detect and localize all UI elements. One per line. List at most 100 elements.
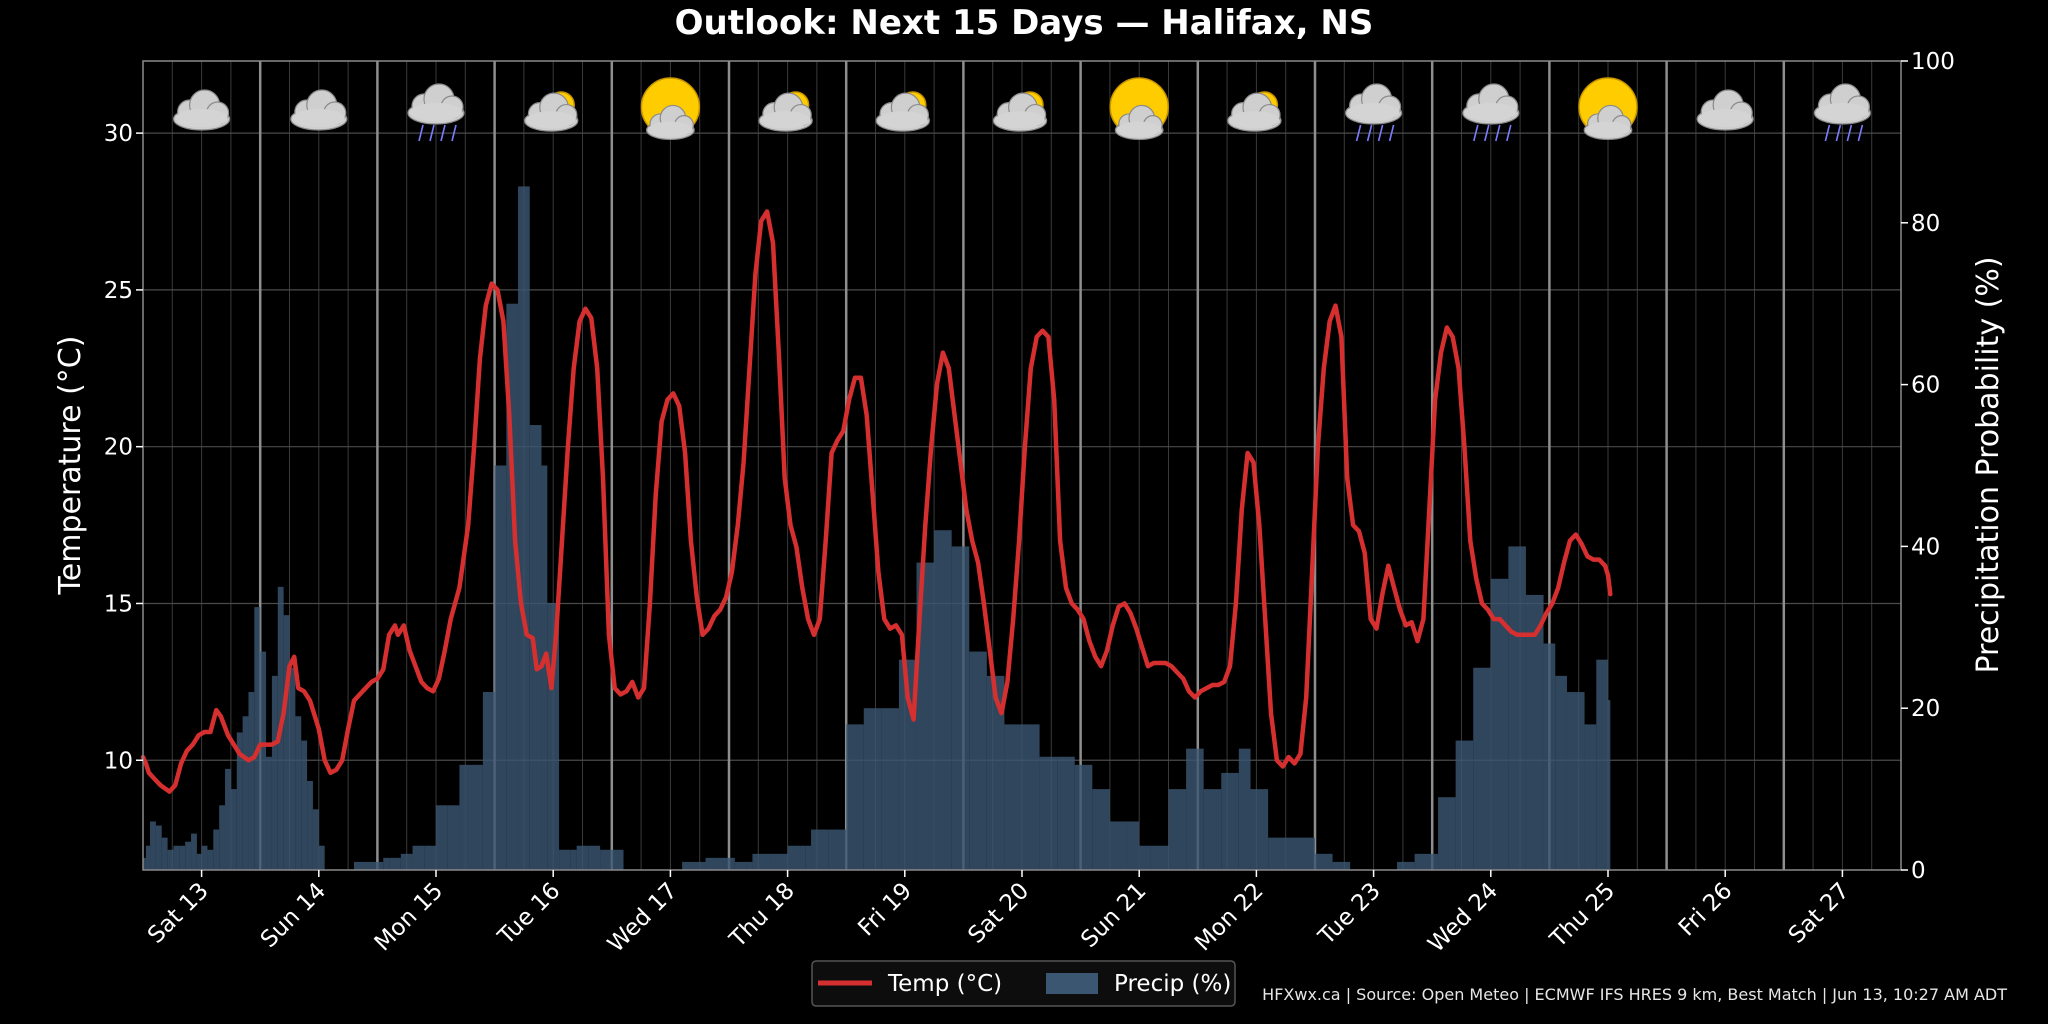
precip-bar — [934, 530, 952, 870]
legend-swatch-precip — [1046, 973, 1098, 994]
weather-icons — [173, 77, 1872, 142]
precip-bar — [1473, 667, 1491, 870]
precip-bar — [547, 603, 560, 870]
precip-bar — [312, 809, 319, 870]
precip-bar — [424, 845, 436, 870]
precip-bar — [1490, 578, 1509, 870]
temp-line-group — [140, 209, 1613, 794]
partly-cloudy-icon — [992, 91, 1048, 132]
left-tick-label: 20 — [104, 435, 133, 461]
precip-bar — [969, 651, 987, 870]
precip-bar — [482, 692, 495, 870]
precip-bar — [307, 781, 313, 870]
precip-bar — [161, 837, 168, 870]
cloud-icon — [173, 89, 231, 131]
right-tick-label: 80 — [1911, 211, 1940, 237]
precip-bar — [465, 764, 483, 870]
cloud-icon — [290, 89, 348, 131]
precip-bar — [1455, 740, 1474, 870]
precip-bar — [191, 833, 197, 870]
precip-bar — [1285, 837, 1315, 870]
precip-bar — [1508, 546, 1526, 870]
precip-bar — [213, 829, 220, 870]
precip-bar — [242, 716, 249, 870]
precip-bar — [951, 546, 970, 870]
precip-bar — [225, 768, 231, 870]
precip-bar — [1332, 861, 1351, 870]
precip-bar — [400, 853, 413, 870]
right-tick-label: 60 — [1911, 373, 1940, 399]
precip-bar — [916, 562, 935, 870]
precip-bar — [986, 675, 1005, 870]
precip-bar — [699, 861, 706, 870]
precip-bar — [459, 764, 466, 870]
legend-box — [811, 960, 1236, 1007]
precip-bar — [1566, 692, 1585, 870]
precip-bar — [805, 845, 812, 870]
left-tick-label: 10 — [104, 748, 133, 774]
precip-bar — [1238, 748, 1251, 870]
precip-bar — [318, 845, 325, 870]
precip-bar — [588, 845, 601, 870]
precip-bar — [600, 849, 612, 870]
legend: Temp (°C) Precip (%) — [811, 960, 1236, 1007]
rain-icon — [1462, 83, 1520, 142]
precip-bar — [1315, 853, 1333, 870]
precip-bar — [150, 821, 156, 870]
precip-bar — [1584, 724, 1597, 870]
precip-bar — [1150, 845, 1169, 870]
precip-bar — [863, 708, 882, 870]
left-axis-label: Temperature (°C) — [53, 336, 88, 596]
precip-bar — [167, 849, 174, 870]
cloud-icon — [1696, 89, 1754, 131]
left-tick-label: 25 — [104, 278, 133, 304]
precip-bar — [881, 708, 899, 870]
precip-bar — [1074, 764, 1093, 870]
precip-bar — [1250, 789, 1269, 870]
precip-bar — [705, 857, 729, 870]
precip-bar — [1555, 675, 1567, 870]
precip-bar — [295, 716, 302, 870]
precip-bar — [196, 853, 202, 870]
precip-bar — [1525, 594, 1544, 870]
precip-bar — [682, 861, 700, 870]
precip-bar — [219, 805, 226, 870]
precip-bar — [518, 186, 530, 870]
precip-bar — [1057, 756, 1075, 870]
precip-bar — [1221, 772, 1239, 870]
precip-bar — [811, 829, 829, 870]
precip-bar — [389, 857, 401, 870]
mostly-sunny-icon — [1578, 77, 1638, 141]
partly-cloudy-icon — [1227, 91, 1282, 132]
precip-bar — [770, 853, 788, 870]
precip-bar — [260, 651, 267, 870]
precip-bar — [1168, 789, 1187, 870]
precip-bar — [143, 857, 146, 870]
precip-bar — [353, 861, 384, 870]
chart-title: Outlook: Next 15 Days — Halifax, NS — [675, 3, 1374, 43]
precip-bar — [1397, 861, 1415, 870]
precip-bar — [173, 845, 180, 870]
partly-cloudy-icon — [524, 91, 579, 132]
day-separators — [258, 61, 1786, 870]
precip-bar — [271, 675, 278, 870]
precip-bar — [207, 849, 214, 870]
right-tick-label: 40 — [1911, 534, 1940, 560]
precip-bar — [828, 829, 847, 870]
right-tick-label: 20 — [1911, 696, 1940, 722]
precip-bar — [1414, 853, 1439, 870]
precip-bar — [611, 849, 624, 870]
legend-label-precip: Precip (%) — [1114, 971, 1231, 997]
partly-cloudy-icon — [758, 91, 813, 132]
precip-bar — [746, 861, 753, 870]
precip-bar — [1203, 789, 1222, 870]
precip-bar — [383, 857, 390, 870]
precip-bar — [1438, 797, 1456, 870]
temp-series-line — [140, 209, 1613, 794]
precip-bar — [570, 849, 577, 870]
precip-bar — [436, 805, 448, 870]
right-axis-ticks: 0 20 40 60 80 100 — [1901, 49, 1955, 884]
precip-bar — [541, 465, 548, 870]
precip-bar — [1004, 724, 1022, 870]
mostly-sunny-icon — [1109, 77, 1169, 141]
